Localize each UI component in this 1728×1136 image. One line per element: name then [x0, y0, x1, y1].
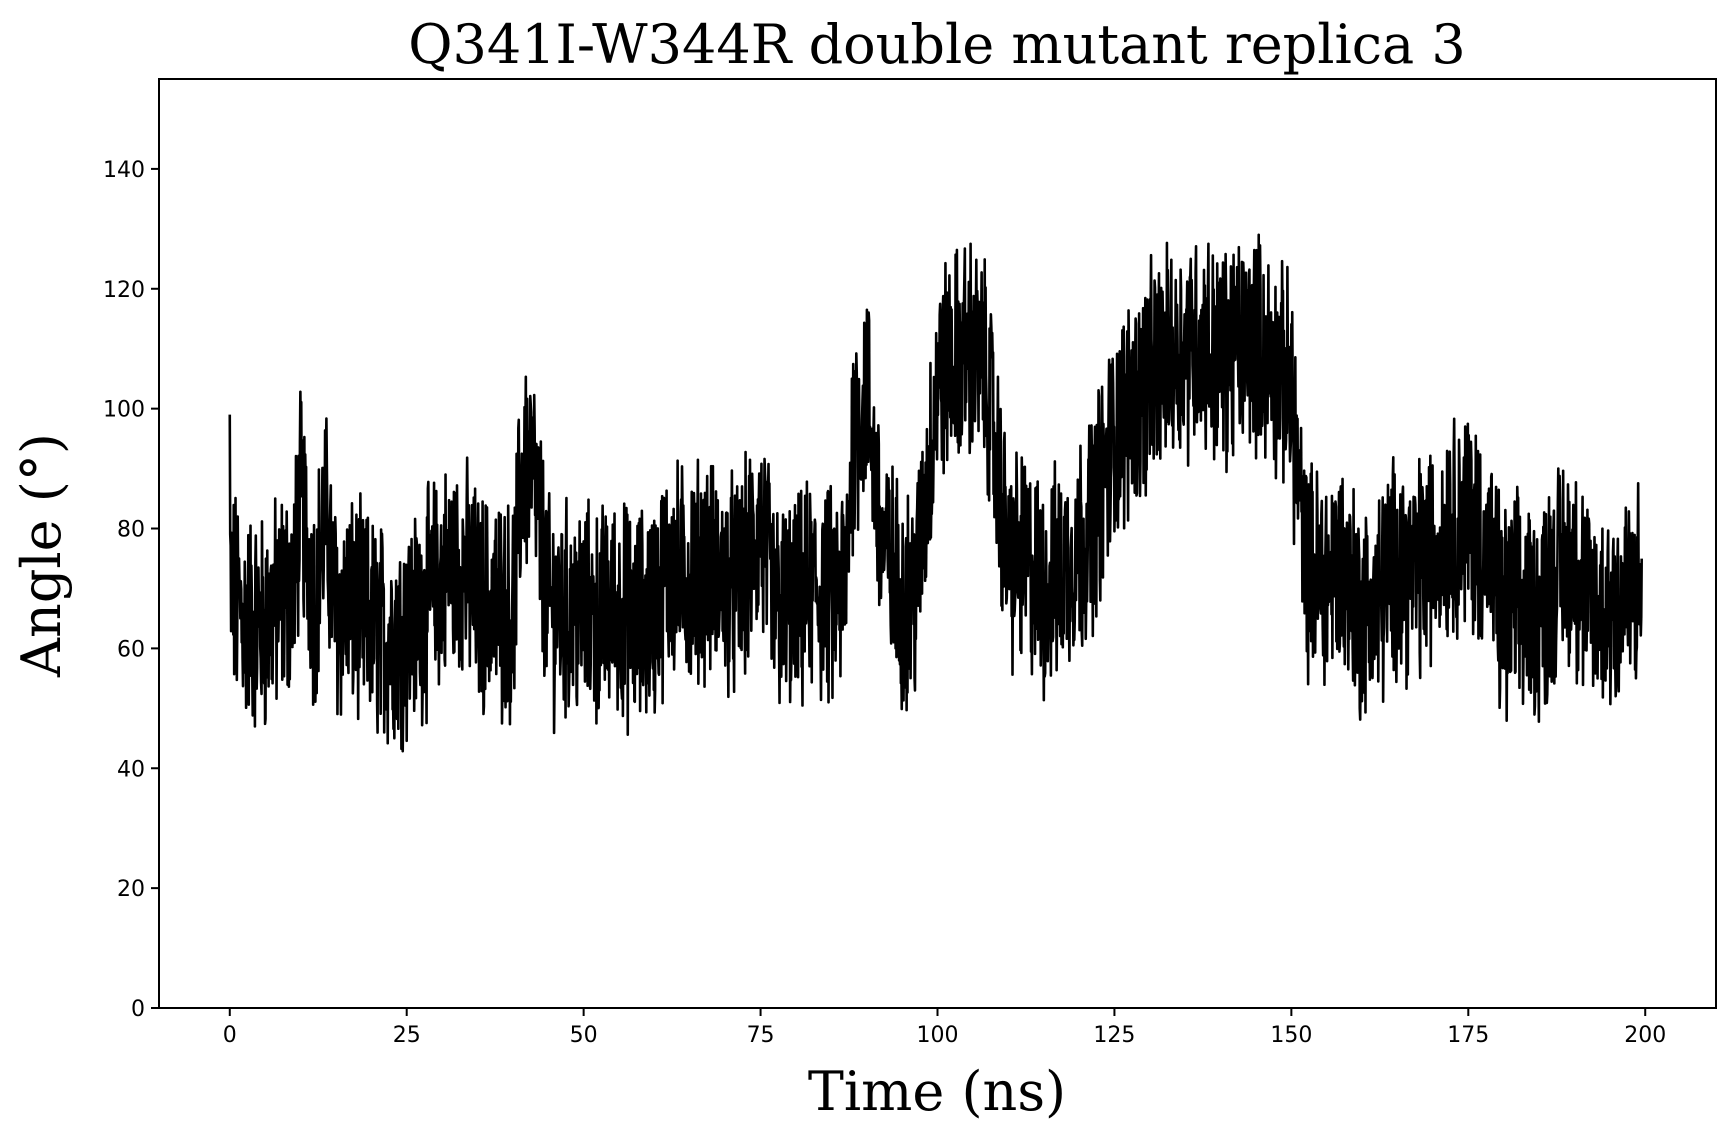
y-tick-label: 40 [117, 757, 145, 782]
y-tick-label: 140 [103, 158, 145, 183]
x-tick-label: 25 [393, 1023, 421, 1048]
x-tick-label: 175 [1447, 1023, 1489, 1048]
y-tick-label: 100 [103, 398, 145, 423]
y-axis-label: Angle (°) [10, 433, 73, 678]
y-axis: 0 20 40 60 80 100 120 140 [103, 158, 159, 1022]
x-tick-label: 200 [1624, 1023, 1666, 1048]
x-axis-label: Time (ns) [808, 1060, 1066, 1123]
y-tick-label: 0 [131, 997, 145, 1022]
series-line [228, 233, 1643, 753]
y-tick-label: 80 [117, 518, 145, 543]
x-tick-label: 100 [917, 1023, 959, 1048]
x-tick-label: 150 [1270, 1023, 1312, 1048]
x-tick-label: 50 [570, 1023, 598, 1048]
x-tick-label: 0 [223, 1023, 237, 1048]
y-tick-label: 120 [103, 278, 145, 303]
x-tick-label: 75 [747, 1023, 775, 1048]
x-tick-label: 125 [1093, 1023, 1135, 1048]
y-tick-label: 20 [117, 877, 145, 902]
y-tick-label: 60 [117, 637, 145, 662]
chart-title: Q341I-W344R double mutant replica 3 [408, 13, 1466, 76]
x-axis: 0 25 50 75 100 125 150 175 200 [223, 1008, 1666, 1048]
series-layer [228, 233, 1643, 753]
